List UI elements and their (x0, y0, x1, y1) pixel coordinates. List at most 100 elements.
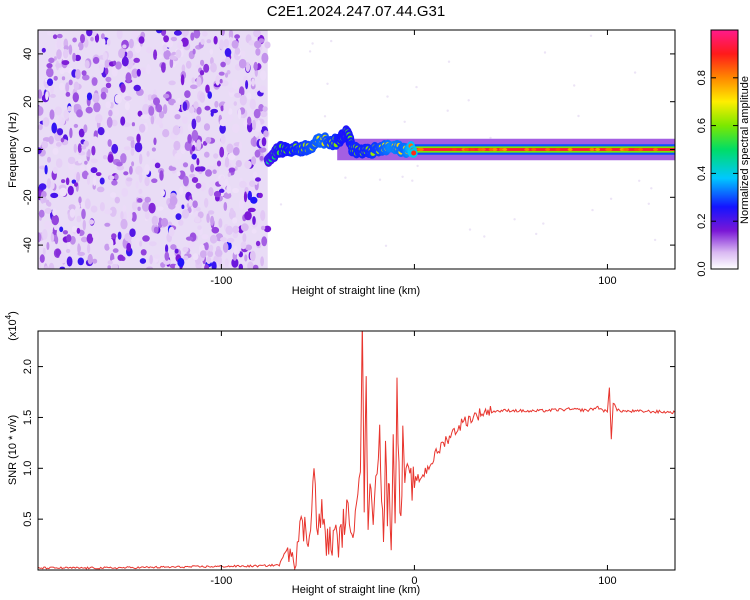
y-tick-label: 1.5 (22, 410, 34, 425)
noise-speck (378, 178, 382, 181)
noise-blob (156, 104, 163, 113)
noise-blob (104, 130, 110, 141)
noise-blob (168, 80, 176, 86)
noise-blob (59, 266, 66, 269)
noise-blob (59, 69, 65, 75)
noise-blob (226, 184, 232, 194)
noise-blob (84, 198, 91, 210)
noise-blob (38, 106, 44, 116)
noise-blob (78, 196, 82, 204)
noise-blob (44, 207, 52, 214)
noise-blob (90, 158, 98, 164)
track-speckle (417, 148, 422, 151)
noise-speck (573, 84, 576, 87)
snr-y-axis: 0.5 1.0 1.5 2.0 (22, 359, 675, 527)
noise-blob (235, 160, 242, 168)
noise-blob (252, 171, 258, 180)
noise-blob (106, 116, 113, 128)
noise-blob (67, 156, 76, 165)
snr-multiplier-exponent: 4 (4, 314, 13, 319)
noise-blob (59, 226, 64, 233)
noise-blob (99, 63, 104, 74)
noise-blob (66, 234, 72, 243)
noise-blob (232, 147, 240, 156)
noise-blob (96, 186, 105, 193)
noise-blob (255, 177, 261, 182)
noise-blob (207, 91, 212, 99)
noise-blob (214, 249, 223, 257)
noise-blob (130, 138, 135, 149)
noise-blob (111, 259, 119, 265)
noise-blob (144, 196, 151, 203)
noise-blob (127, 50, 134, 59)
noise-blob (38, 183, 47, 191)
noise-blob (142, 201, 150, 212)
noise-blob (126, 136, 135, 142)
noise-blob (90, 167, 98, 174)
snr-frame (37, 330, 676, 571)
snr-x-label: Height of straight line (km) (292, 584, 420, 596)
noise-blob (68, 204, 76, 211)
noise-blob (151, 215, 158, 226)
noise-blob (204, 197, 209, 208)
noise-blob (85, 106, 93, 114)
colorbar-gradient (710, 29, 739, 270)
noise-blob (181, 116, 188, 124)
noise-blob (156, 30, 163, 34)
noise-blob (92, 176, 97, 186)
noise-blob (67, 185, 74, 196)
noise-blob (162, 104, 168, 115)
noise-blob (44, 164, 48, 175)
noise-blob (239, 94, 247, 106)
noise-blob (258, 130, 262, 140)
noise-speck (650, 187, 653, 190)
noise-blob (115, 161, 123, 167)
noise-blob (91, 77, 98, 86)
noise-blob (234, 166, 238, 171)
noise-speck (344, 176, 347, 179)
track-speckle (451, 148, 457, 151)
noise-blob (210, 62, 217, 73)
noise-blob (124, 95, 132, 101)
snr-y-multiplier: (x104) (4, 311, 19, 341)
noise-blob (187, 123, 192, 132)
noise-blob (191, 129, 199, 141)
noise-blob (88, 219, 95, 225)
noise-blob (191, 118, 197, 130)
noise-blob (190, 163, 195, 173)
noise-blob (168, 106, 174, 117)
noise-speck (633, 71, 637, 74)
noise-blob (68, 44, 73, 55)
noise-blob (67, 105, 72, 112)
noise-blob (81, 208, 86, 220)
track-speckle (623, 148, 629, 151)
noise-blob (45, 91, 49, 101)
colorbar-axis: 0.0 0.2 0.4 0.6 0.8 (696, 70, 738, 277)
noise-blob (209, 48, 213, 55)
noise-blob (183, 255, 189, 261)
noise-blob (238, 199, 244, 210)
noise-blob (65, 248, 71, 254)
noise-blob (251, 78, 256, 87)
noise-blob (86, 92, 93, 101)
noise-blob (49, 93, 56, 98)
noise-blob (81, 145, 87, 150)
noise-blob (238, 141, 242, 151)
colorbar-tick-label: 0.8 (696, 70, 708, 85)
noise-blob (144, 211, 150, 220)
noise-blob (139, 153, 143, 165)
noise-blob (46, 67, 54, 78)
noise-blob (210, 111, 214, 117)
noise-blob (238, 263, 243, 269)
noise-blob (153, 254, 161, 259)
noise-blob (138, 188, 143, 195)
noise-blob (71, 225, 77, 233)
noise-blob (260, 110, 268, 118)
noise-blob (144, 164, 150, 175)
noise-blob (251, 228, 257, 234)
noise-blob (65, 91, 71, 97)
noise-blob (209, 181, 217, 186)
noise-speck (411, 179, 414, 182)
noise-blob (218, 218, 223, 228)
noise-blob (76, 215, 82, 223)
